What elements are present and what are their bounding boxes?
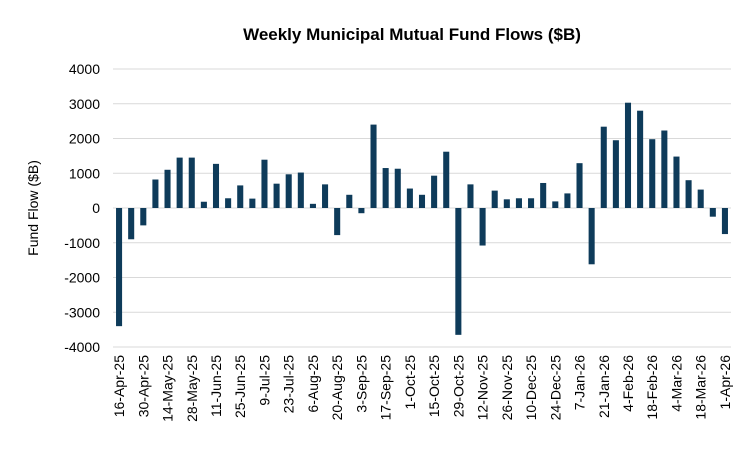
bar-23-Jul-25 — [285, 174, 292, 208]
x-tick-label: 20-Aug-25 — [329, 355, 345, 421]
x-tick-label: 7-Jan-26 — [572, 355, 588, 410]
bar-25-Jun-25 — [237, 185, 244, 208]
bar-30-Apr-25 — [140, 208, 147, 226]
x-tick-label: 1-Oct-25 — [402, 355, 418, 410]
bar-5-Nov-25 — [467, 184, 474, 208]
chart-title: Weekly Municipal Mutual Fund Flows ($B) — [243, 25, 581, 44]
y-tick-label: -3000 — [64, 304, 100, 320]
y-tick-label: 1000 — [69, 165, 100, 181]
bar-6-Aug-25 — [309, 203, 316, 208]
x-tick-label: 1-Apr-26 — [717, 355, 733, 410]
bar-30-Jul-25 — [297, 172, 304, 208]
bar-16-Jul-25 — [273, 183, 280, 208]
bar-7-May-25 — [152, 179, 159, 208]
bar-31-Dec-25 — [564, 193, 571, 208]
x-tick-label: 18-Feb-26 — [644, 355, 660, 420]
bar-18-Mar-26 — [697, 189, 704, 208]
bar-25-Feb-26 — [661, 130, 668, 208]
bar-14-May-25 — [164, 169, 171, 208]
bar-10-Sep-25 — [370, 124, 377, 208]
bar-23-Apr-25 — [128, 208, 135, 240]
bar-20-Aug-25 — [334, 208, 341, 236]
x-tick-label: 15-Oct-25 — [426, 355, 442, 417]
x-tick-label: 23-Jul-25 — [281, 355, 297, 414]
x-tick-label: 29-Oct-25 — [450, 355, 466, 417]
x-tick-label: 28-May-25 — [184, 355, 200, 422]
bar-19-Nov-25 — [491, 190, 498, 208]
bar-22-Oct-25 — [443, 151, 450, 208]
bar-2-Jul-25 — [249, 198, 256, 208]
x-tick-label: 14-May-25 — [160, 355, 176, 422]
x-tick-label: 6-Aug-25 — [305, 355, 321, 413]
bar-11-Mar-26 — [685, 180, 692, 208]
y-axis-ticks: 4000 3000 2000 1000 0 -1000 -2000 -3000 -4000 — [64, 61, 100, 355]
x-tick-label: 24-Dec-25 — [547, 355, 563, 421]
y-axis-label: Fund Flow ($B) — [25, 160, 41, 256]
bar-4-Jun-25 — [200, 201, 207, 208]
bar-24-Dec-25 — [552, 201, 559, 208]
bar-17-Dec-25 — [540, 182, 547, 208]
bar-18-Feb-26 — [649, 139, 656, 208]
x-tick-label: 21-Jan-26 — [596, 355, 612, 418]
x-tick-label: 25-Jun-25 — [232, 355, 248, 418]
x-tick-label: 26-Nov-25 — [499, 355, 515, 421]
bar-24-Sep-25 — [394, 168, 401, 208]
x-tick-label: 3-Sep-25 — [353, 355, 369, 413]
y-tick-label: -1000 — [64, 235, 100, 251]
y-tick-label: 4000 — [69, 61, 100, 77]
bar-27-Aug-25 — [346, 194, 353, 208]
bar-3-Dec-25 — [515, 198, 522, 208]
bar-26-Nov-25 — [503, 199, 510, 208]
bar-17-Sep-25 — [382, 168, 389, 208]
bar-21-Jan-26 — [600, 126, 607, 208]
bars — [116, 102, 728, 335]
bar-1-Oct-25 — [406, 188, 413, 208]
x-tick-label: 10-Dec-25 — [523, 355, 539, 421]
bar-8-Oct-25 — [418, 194, 426, 208]
bar-4-Mar-26 — [673, 156, 680, 208]
x-axis-ticks: 16-Apr-25 30-Apr-25 14-May-25 28-May-25 11-J… — [111, 355, 733, 422]
bar-12-Nov-25 — [479, 208, 486, 246]
bar-1-Apr-26 — [721, 208, 728, 235]
bar-21-May-25 — [176, 157, 183, 208]
x-tick-label: 12-Nov-25 — [475, 355, 491, 421]
bar-11-Jun-25 — [212, 163, 220, 208]
bar-7-Jan-26 — [576, 163, 583, 208]
bar-16-Apr-25 — [116, 208, 123, 327]
x-tick-label: 11-Jun-25 — [208, 355, 224, 417]
bar-25-Mar-26 — [709, 208, 716, 217]
bar-14-Jan-26 — [588, 208, 595, 265]
y-tick-label: -4000 — [64, 339, 100, 355]
x-tick-label: 4-Mar-26 — [668, 355, 684, 412]
x-tick-label: 30-Apr-25 — [135, 355, 151, 417]
x-tick-label: 17-Sep-25 — [378, 355, 394, 421]
bar-29-Oct-25 — [455, 208, 462, 335]
bar-13-Aug-25 — [322, 184, 329, 208]
x-tick-label: 16-Apr-25 — [111, 355, 127, 417]
bar-9-Jul-25 — [261, 159, 268, 208]
y-tick-label: 2000 — [69, 131, 100, 147]
y-tick-label: 0 — [92, 200, 100, 216]
bar-15-Oct-25 — [431, 175, 438, 208]
bar-11-Feb-26 — [637, 110, 644, 208]
bar-18-Jun-25 — [225, 198, 232, 208]
x-tick-label: 9-Jul-25 — [256, 355, 272, 406]
bar-28-May-25 — [188, 157, 195, 208]
x-tick-label: 18-Mar-26 — [693, 355, 709, 420]
bar-10-Dec-25 — [528, 198, 535, 208]
bar-28-Jan-26 — [612, 140, 619, 208]
y-tick-label: 3000 — [69, 96, 100, 112]
x-tick-label: 4-Feb-26 — [620, 355, 636, 412]
bar-4-Feb-26 — [624, 102, 632, 208]
bar-3-Sep-25 — [358, 208, 365, 214]
y-tick-label: -2000 — [64, 270, 100, 286]
